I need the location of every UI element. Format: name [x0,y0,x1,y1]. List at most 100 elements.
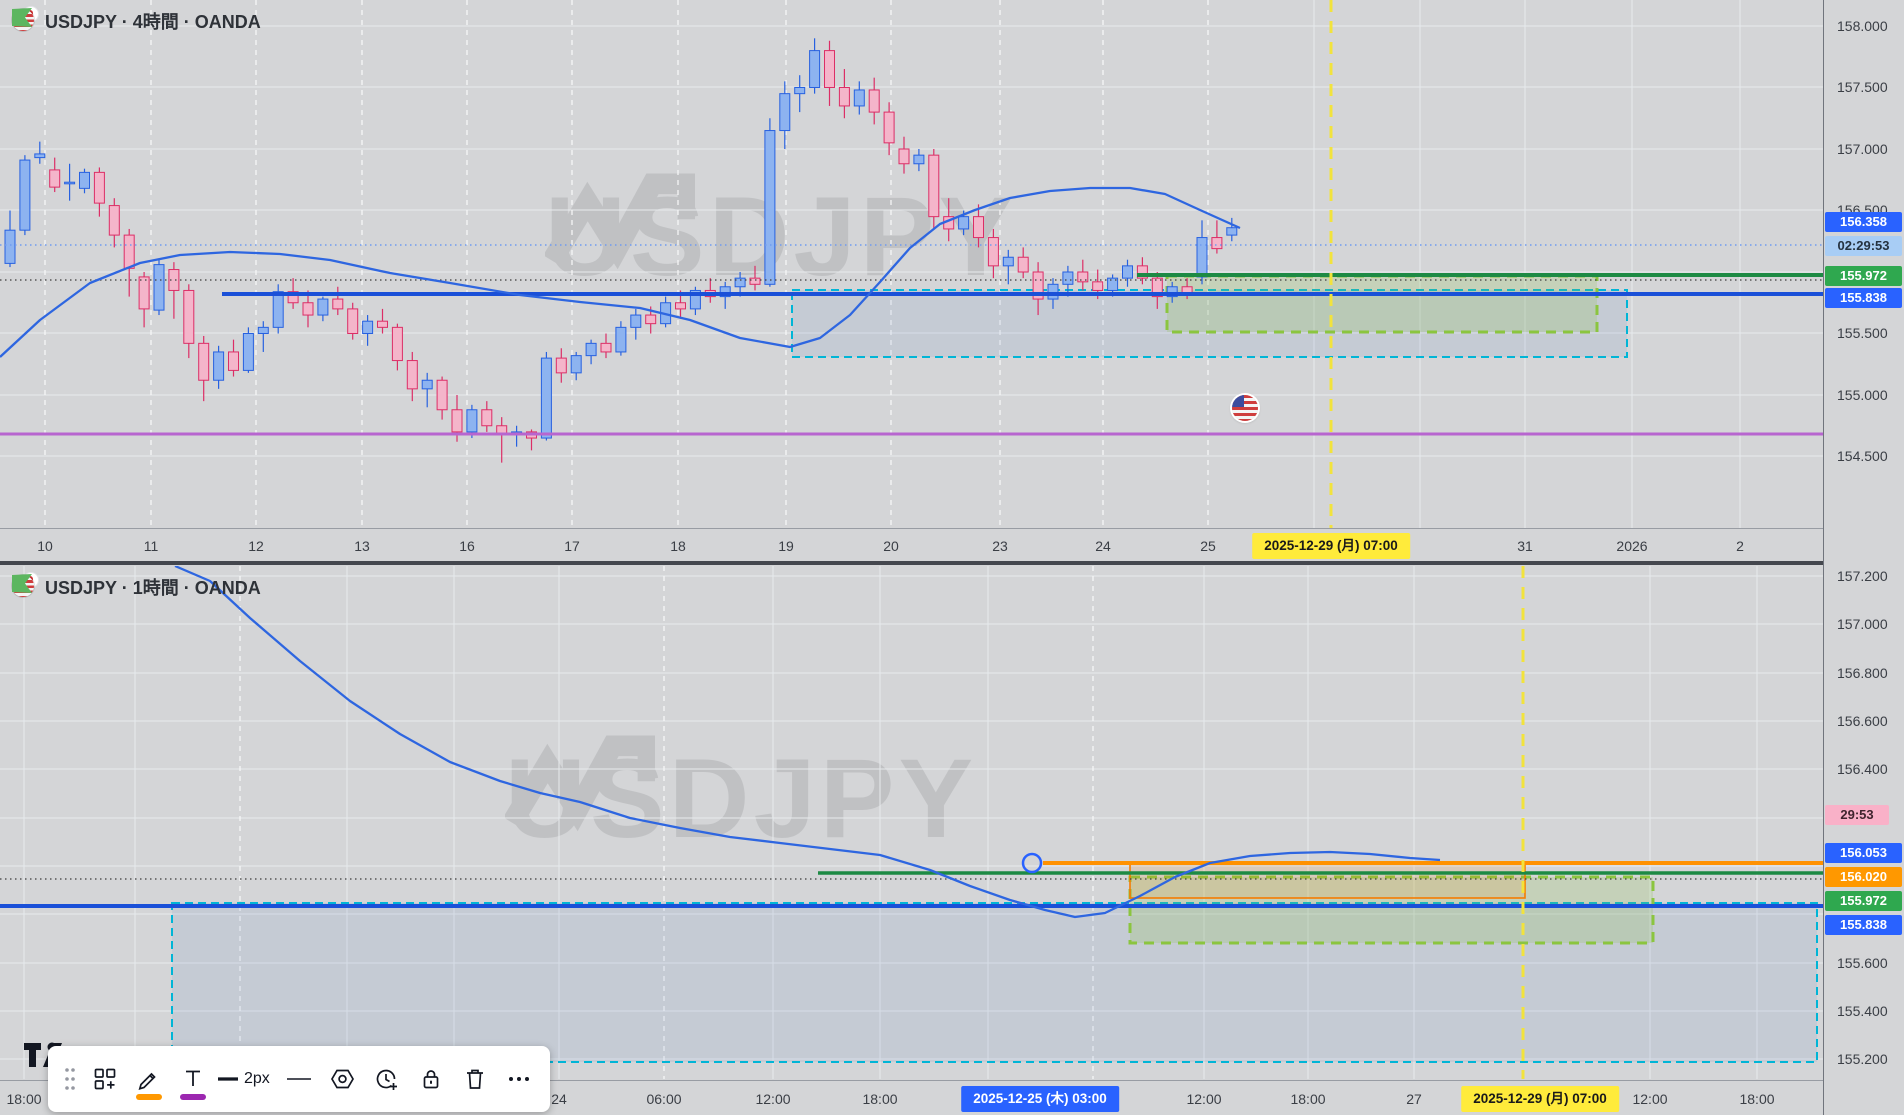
alert-clock-button[interactable] [366,1054,408,1104]
us-event-flag-icon[interactable] [1232,395,1258,421]
candle [153,264,165,311]
time-tick-label: 06:00 [646,1090,682,1107]
candle [1151,277,1163,298]
candle [1032,271,1044,300]
drawing-zone-box[interactable] [1129,862,1526,899]
time-tick-label: 12:00 [1186,1090,1222,1107]
candle [779,93,791,132]
moving-average-line [174,566,1441,919]
time-tick-label: 2 [1736,537,1744,554]
candle [555,357,567,374]
price-axis-label-chip: 156.020 [1825,867,1902,887]
time-axis-marker-chip: 2025-12-29 (月) 07:00 [1461,1085,1619,1112]
time-axis-marker-chip: 2025-12-29 (月) 07:00 [1252,532,1410,559]
candle [928,154,940,218]
time-tick-label: 24 [551,1090,567,1107]
time-axis-marker-chip: 2025-12-25 (木) 03:00 [961,1085,1119,1112]
candle [898,148,910,165]
price-tick-label: 155.500 [1837,325,1888,341]
candle [183,289,195,344]
text-color-button[interactable] [172,1054,214,1104]
candle [287,291,299,304]
price-axis-label-chip: 155.838 [1825,915,1902,935]
candle [108,205,120,236]
shape-style-button[interactable] [322,1054,364,1104]
drawing-zone-box[interactable] [171,902,1818,1063]
chart-pane-4h[interactable]: USDJPY USDJPY · 4時間 · OANDA [0,0,1823,528]
time-tick-label: 10 [37,537,53,554]
time-tick-label: 13 [354,537,370,554]
price-axis-label-chip: 29:53 [1825,805,1889,825]
candle [421,379,433,390]
candle [64,181,76,185]
template-button[interactable] [84,1054,126,1104]
time-tick-label: 17 [564,537,580,554]
price-axis-label-chip: 02:29:53 [1825,236,1902,256]
time-tick-label: 18 [670,537,686,554]
price-axis-label-chip: 155.972 [1825,891,1902,911]
price-tick-label: 155.600 [1837,955,1888,971]
candle [600,342,612,353]
drawing-toolbar: 2px [48,1046,550,1112]
candle [675,302,686,310]
candle [1136,265,1148,279]
candle [883,111,895,144]
pane-separator[interactable] [0,561,1904,565]
time-tick-label: 18:00 [862,1090,898,1107]
candle [645,314,657,325]
price-axis-label-chip: 156.053 [1825,843,1902,863]
time-tick-label: 23 [992,537,1008,554]
line-color-button[interactable] [128,1054,170,1104]
chart-title-4h: USDJPY · 4時間 · OANDA [45,12,261,32]
green-flag-icon[interactable] [12,574,32,593]
price-axis[interactable]: 158.000 157.500 157.000 156.500 155.500 155.0… [1823,0,1904,1115]
candle [1092,281,1104,291]
green-flag-icon[interactable] [12,8,32,27]
candle [362,320,374,335]
candle [436,379,448,411]
drawing-anchor-circle[interactable] [1021,852,1043,874]
time-tick-label: 2026 [1616,537,1648,554]
candle [1002,256,1014,267]
candle [123,234,135,269]
candle [481,409,493,427]
time-tick-label: 12 [248,537,264,554]
time-tick-label: 11 [143,537,159,554]
candle [987,237,999,267]
text-color-swatch [180,1094,206,1100]
candle [1062,271,1074,285]
candle [79,171,90,189]
candle [1107,277,1119,291]
candle [198,342,210,381]
drawing-zone-box[interactable] [1128,875,1655,945]
time-tick-label: 25 [1200,537,1216,554]
line-style-button[interactable] [278,1054,320,1104]
candle [764,130,776,285]
line-thickness-icon[interactable] [216,1054,240,1104]
toolbar-drag-handle[interactable] [58,1054,82,1104]
time-axis-4h[interactable]: 10 11 12 13 16 17 18 19 20 23 24 25 31 2026 2 2025-12-2… [0,528,1823,562]
more-options-button[interactable] [498,1054,540,1104]
trash-button[interactable] [454,1054,496,1104]
price-axis-label-chip: 155.972 [1825,266,1902,286]
chart-pane-1h[interactable]: USDJPY USDJPY · 1時間 · OANDA [0,566,1823,1079]
price-axis-label-chip: 156.358 [1825,212,1902,232]
price-tick-label: 157.000 [1837,616,1888,632]
candle [1211,237,1223,250]
price-tick-label: 155.200 [1837,1051,1888,1067]
candle [257,326,269,335]
candle [406,360,418,390]
candle [540,357,552,439]
drawing-zone-box[interactable] [791,289,1628,358]
line-thickness-label[interactable]: 2px [244,1070,270,1087]
lock-button[interactable] [410,1054,452,1104]
candle [228,351,239,371]
candle [49,169,61,188]
symbol-title-row-4h[interactable]: USDJPY · 4時間 · OANDA [12,6,261,34]
time-tick-label: 18:00 [6,1090,42,1107]
candle [615,326,627,353]
drawing-zone-box[interactable] [1165,274,1599,334]
symbol-title-row-1h[interactable]: USDJPY · 1時間 · OANDA [12,572,261,600]
time-tick-label: 20 [883,537,899,554]
price-tick-label: 157.200 [1837,568,1888,584]
